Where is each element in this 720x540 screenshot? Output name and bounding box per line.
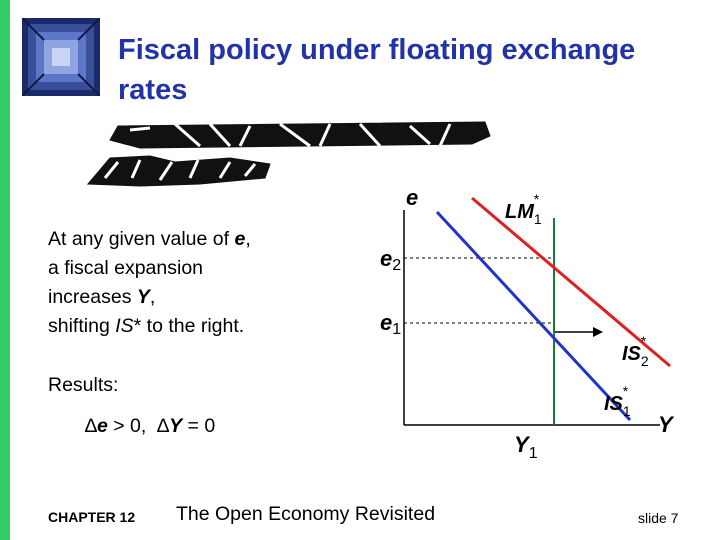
- footer-book-title: The Open Economy Revisited: [176, 503, 436, 525]
- lm-label: LM1*: [505, 191, 542, 227]
- footer-chapter: CHAPTER 12: [48, 509, 136, 525]
- y1-label: Y1: [514, 432, 538, 462]
- shift-arrow-head-icon: [593, 327, 603, 337]
- is1-label: IS1*: [604, 383, 631, 419]
- y-axis-label: e: [406, 185, 418, 210]
- slide-title: Fiscal policy under floating exchange ra…: [118, 30, 708, 110]
- footer-slide-number: slide 7: [638, 510, 679, 526]
- window-logo-icon: [22, 18, 100, 96]
- is2-label: IS2*: [622, 333, 649, 369]
- title-line-2: rates: [118, 74, 188, 106]
- explanation-line-1: At any given value of e,: [48, 228, 251, 250]
- explanation-line-3: increases Y,: [48, 286, 156, 308]
- x-axis-label: Y: [658, 412, 675, 437]
- accent-bar: [0, 0, 10, 540]
- explanation-line-4: shifting IS* to the right.: [48, 315, 245, 337]
- is1-curve: [435, 210, 632, 422]
- results-deltas: ∆e > 0, ∆Y = 0: [85, 415, 216, 437]
- is-lm-diagram: e Y LM1* IS2* IS1* e2 e1 Y1: [380, 185, 675, 462]
- results-label: Results:: [48, 374, 119, 396]
- explanation-text: At any given value of e, a fiscal expans…: [48, 225, 348, 341]
- graffiti-decoration-icon: [86, 121, 491, 187]
- is2-curve: [471, 196, 671, 368]
- explanation-line-2: a fiscal expansion: [48, 257, 204, 279]
- title-line-1: Fiscal policy under floating exchange: [118, 34, 636, 66]
- e1-label: e1: [380, 310, 401, 338]
- e2-label: e2: [380, 246, 401, 274]
